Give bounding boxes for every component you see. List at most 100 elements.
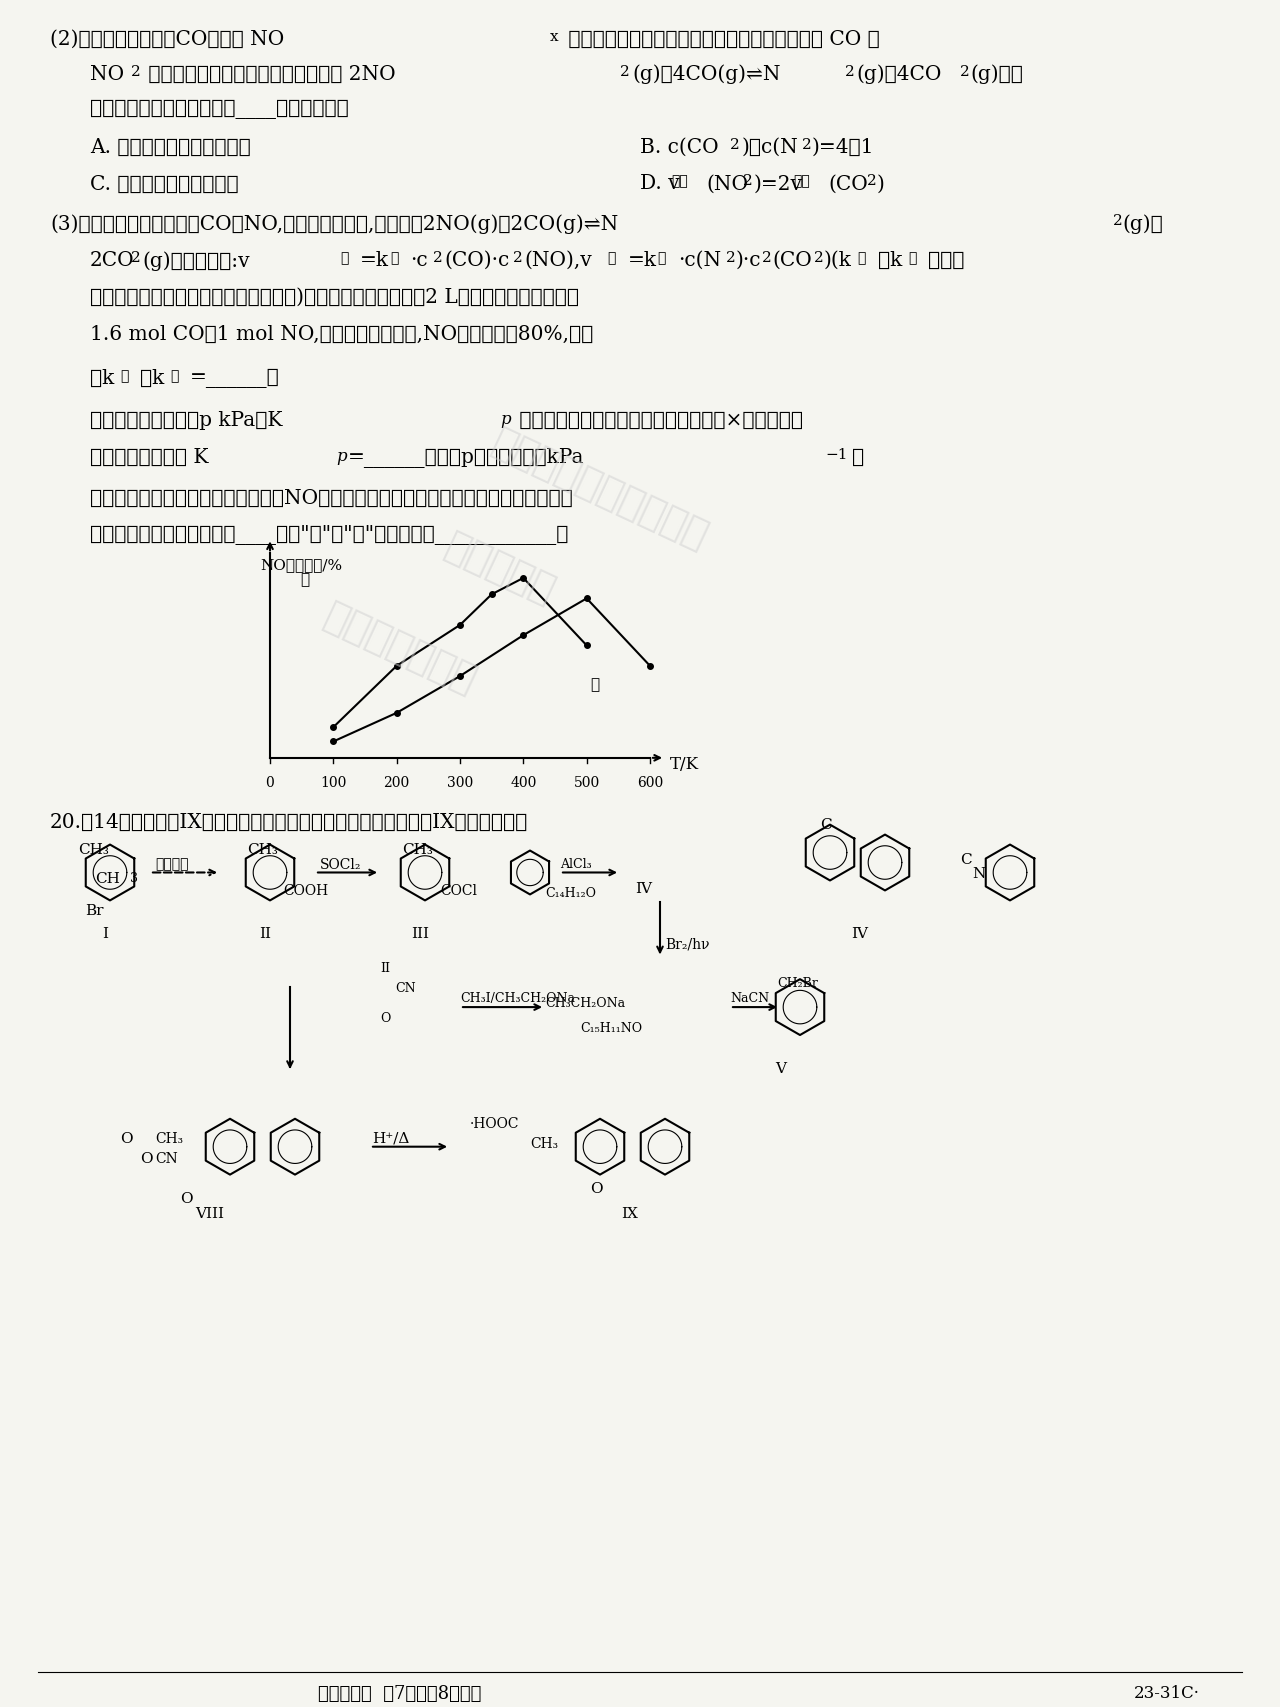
- Text: 2: 2: [742, 174, 753, 188]
- Text: CH₃: CH₃: [530, 1137, 558, 1151]
- Text: 正: 正: [340, 251, 348, 265]
- Text: 甲: 甲: [300, 574, 310, 587]
- Text: 。: 。: [852, 447, 864, 466]
- Text: 【高三化学  第7页（共8页）】: 【高三化学 第7页（共8页）】: [319, 1685, 481, 1704]
- Text: I: I: [102, 927, 108, 941]
- Text: ：k: ：k: [140, 369, 164, 387]
- Text: 逆: 逆: [607, 251, 616, 265]
- Text: O: O: [180, 1191, 192, 1205]
- Text: II: II: [259, 927, 271, 941]
- Text: 多步反应: 多步反应: [155, 857, 188, 872]
- Text: )=4：1: )=4：1: [812, 138, 874, 157]
- Text: IV: IV: [635, 883, 652, 896]
- Text: ①k: ①k: [90, 369, 114, 387]
- Text: CH₃: CH₃: [78, 843, 109, 857]
- Text: IX: IX: [622, 1207, 639, 1221]
- Text: CH₂Br: CH₂Br: [777, 976, 818, 990]
- Text: 0: 0: [266, 775, 274, 790]
- Text: 正: 正: [858, 251, 865, 265]
- Text: CH: CH: [95, 872, 120, 886]
- Text: VIII: VIII: [196, 1207, 224, 1221]
- Text: 2: 2: [726, 251, 736, 265]
- Text: CN: CN: [396, 982, 416, 995]
- Text: 300: 300: [447, 775, 474, 790]
- Text: =______。: =______。: [189, 369, 280, 387]
- Text: 、k: 、k: [878, 251, 902, 270]
- Text: CH₃: CH₃: [155, 1132, 183, 1145]
- Text: 第一时间获取最新资料: 第一时间获取最新资料: [486, 422, 714, 555]
- Text: O: O: [120, 1132, 133, 1145]
- Text: 2: 2: [845, 65, 855, 79]
- Text: C. 容器内总压强不再改变: C. 容器内总压强不再改变: [90, 174, 238, 193]
- Text: II: II: [380, 963, 390, 975]
- Text: )(k: )(k: [824, 251, 852, 270]
- Text: (CO: (CO: [772, 251, 812, 270]
- Text: NaCN: NaCN: [730, 992, 769, 1005]
- Text: =k: =k: [360, 251, 389, 270]
- Text: T/K: T/K: [669, 756, 699, 773]
- Text: )=2v: )=2v: [754, 174, 803, 193]
- Text: p: p: [500, 411, 511, 428]
- Text: 微信搜索小程序: 微信搜索小程序: [317, 596, 483, 700]
- Text: 2: 2: [730, 138, 740, 152]
- Text: NO的脱氮率/%: NO的脱氮率/%: [260, 558, 342, 572]
- Text: (2)在催化剂作用下，CO也能将 NO: (2)在催化剂作用下，CO也能将 NO: [50, 31, 284, 50]
- Text: 2CO: 2CO: [90, 251, 134, 270]
- Text: COCl: COCl: [440, 884, 477, 898]
- Text: ·HOOC: ·HOOC: [470, 1116, 520, 1130]
- Text: 逆: 逆: [170, 369, 178, 382]
- Text: 消耗: 消耗: [794, 174, 810, 188]
- Text: ·c: ·c: [410, 251, 428, 270]
- Text: CH₃I/CH₃CH₂ONa: CH₃I/CH₃CH₂ONa: [460, 992, 575, 1005]
- Text: C₁₅H₁₁NO: C₁₅H₁₁NO: [580, 1022, 643, 1034]
- Text: 2: 2: [620, 65, 630, 79]
- Text: 列可判断反应达到平衡的是____（填标号）。: 列可判断反应达到平衡的是____（填标号）。: [90, 99, 348, 119]
- Text: 分别为: 分别为: [928, 251, 964, 270]
- Text: 2: 2: [131, 251, 141, 265]
- Text: COOH: COOH: [283, 884, 328, 898]
- Text: (NO: (NO: [707, 174, 748, 193]
- Text: B. c(CO: B. c(CO: [640, 138, 718, 157]
- Text: Br: Br: [84, 905, 104, 918]
- Text: )：c(N: )：c(N: [742, 138, 799, 157]
- Text: 500: 500: [573, 775, 600, 790]
- Text: 2: 2: [433, 251, 443, 265]
- Text: C: C: [820, 818, 832, 831]
- Text: D. v: D. v: [640, 174, 680, 193]
- Text: 逆: 逆: [908, 251, 916, 265]
- Text: 为用分压表示的平衡常数（分压＝总压×物质的量分: 为用分压表示的平衡常数（分压＝总压×物质的量分: [513, 411, 803, 430]
- Text: 2: 2: [867, 174, 877, 188]
- Text: ): ): [877, 174, 884, 193]
- Text: IV: IV: [851, 927, 869, 941]
- Text: 逆: 逆: [657, 251, 666, 265]
- Text: 600: 600: [637, 775, 663, 790]
- Text: 转化为无毒清洁物质，恒温条件下，将一定量的 CO 与: 转化为无毒清洁物质，恒温条件下，将一定量的 CO 与: [562, 31, 879, 50]
- Text: 2: 2: [131, 65, 141, 79]
- Text: 1.6 mol CO和1 mol NO,当反应达到平衡时,NO的转化率为80%,则：: 1.6 mol CO和1 mol NO,当反应达到平衡时,NO的转化率为80%,…: [90, 324, 593, 345]
- Text: 消耗: 消耗: [671, 174, 687, 188]
- Text: (g)。实验测得:v: (g)。实验测得:v: [142, 251, 250, 271]
- Text: (NO),v: (NO),v: [524, 251, 591, 270]
- Text: H⁺/Δ: H⁺/Δ: [372, 1132, 410, 1145]
- Text: 20.（14分）有机物IX是合成酮基布洛芬的重要中间体，一种合成IX的路线如图：: 20.（14分）有机物IX是合成酮基布洛芬的重要中间体，一种合成IX的路线如图：: [50, 813, 529, 831]
- Text: SOCl₂: SOCl₂: [320, 857, 361, 872]
- Text: CH₃CH₂ONa: CH₃CH₂ONa: [545, 997, 625, 1011]
- Text: )·c: )·c: [736, 251, 762, 270]
- Text: CN: CN: [155, 1152, 178, 1166]
- Text: 3: 3: [131, 872, 138, 886]
- Text: 2: 2: [803, 138, 812, 152]
- Text: ③反应在不同催化剂甲、乙条件下，NO的脱氮率在相同时间内随温度的变化如图所示。: ③反应在不同催化剂甲、乙条件下，NO的脱氮率在相同时间内随温度的变化如图所示。: [90, 488, 572, 507]
- Text: 200: 200: [384, 775, 410, 790]
- Text: 2: 2: [960, 65, 970, 79]
- Text: O: O: [380, 1012, 390, 1026]
- Text: =______（用含p的式子表示）kPa: =______（用含p的式子表示）kPa: [348, 447, 585, 468]
- Text: AlCl₃: AlCl₃: [561, 857, 591, 871]
- Text: 2: 2: [762, 251, 772, 265]
- Text: (CO)·c: (CO)·c: [444, 251, 509, 270]
- Text: 400: 400: [511, 775, 536, 790]
- Text: 气体通入恒容密闭容器中，发生反应 2NO: 气体通入恒容密闭容器中，发生反应 2NO: [142, 65, 396, 84]
- Text: 2: 2: [1114, 215, 1123, 229]
- Text: 2: 2: [814, 251, 824, 265]
- Text: CH₃: CH₃: [247, 843, 278, 857]
- Text: 乙: 乙: [590, 678, 599, 691]
